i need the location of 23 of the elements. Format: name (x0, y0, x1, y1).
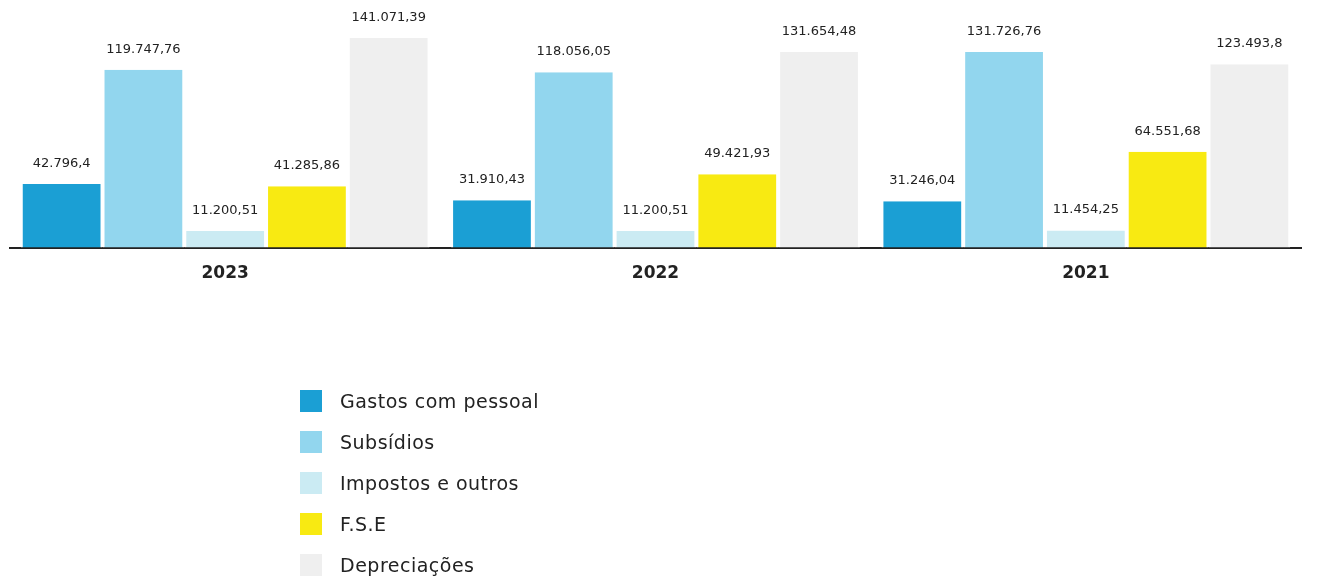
x-tick-label: 2021 (1062, 262, 1110, 283)
data-label: 41.285,86 (273, 157, 341, 173)
x-tick-label: 2023 (201, 262, 249, 283)
legend-label: Gastos com pessoal (340, 389, 539, 412)
data-label: 49.421,93 (704, 145, 771, 161)
legend-label: Depreciações (340, 553, 475, 576)
data-label: 42.796,4 (32, 154, 91, 170)
data-label: 11.200,51 (192, 201, 259, 217)
x-tick-label: 2022 (631, 262, 680, 283)
data-label: 64.551,68 (1134, 122, 1201, 138)
legend-label: Subsídios (340, 430, 435, 453)
data-label: 31.910,43 (458, 171, 526, 187)
data-label: 141.071,39 (351, 8, 426, 24)
data-label: 118.056,05 (536, 43, 611, 59)
data-label: 11.200,51 (622, 201, 689, 217)
data-label: 131.654,48 (781, 22, 857, 38)
legend-label: F.S.E (340, 512, 387, 535)
data-label: 123.493,8 (1216, 35, 1283, 51)
data-label: 11.454,25 (1052, 201, 1119, 217)
data-label: 31.246,04 (889, 172, 956, 188)
data-label: 119.747,76 (106, 40, 181, 56)
legend-label: Impostos e outros (340, 471, 519, 494)
data-label: 131.726,76 (966, 22, 1042, 38)
